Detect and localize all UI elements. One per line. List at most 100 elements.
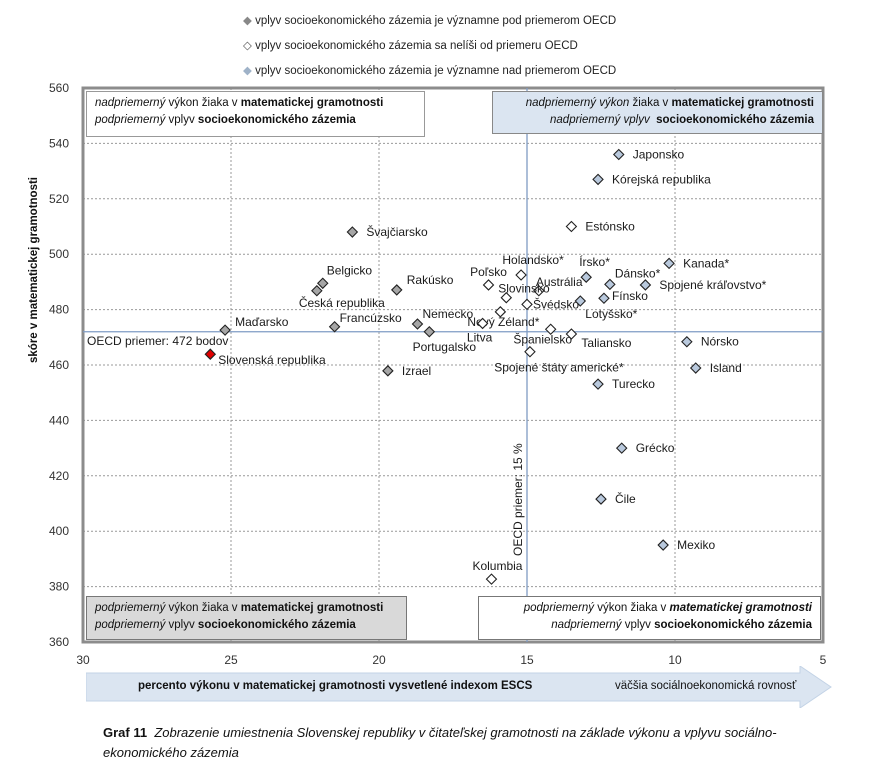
x-tick-label: 30 [76,653,90,667]
data-label: Slovenská republika [218,353,326,367]
data-point [615,442,628,454]
quadrant-bottom-left: podpriemerný výkon žiaka v matematickej … [86,596,407,640]
data-point [485,573,498,585]
data-label: Švajčiarsko [366,224,428,239]
legend-label: vplyv socioekonomického zázemia je význa… [255,65,617,77]
y-tick-label: 460 [49,358,69,372]
y-tick-label: 480 [49,303,69,317]
diamond-icon: ◇ [243,40,252,52]
data-label: Poľsko [470,265,507,279]
data-point [476,317,489,330]
data-point [544,323,557,336]
data-point [592,378,604,390]
data-point [595,493,607,505]
data-point [592,173,604,186]
data-point [533,284,545,297]
figure-caption: Graf 11 Zobrazenie umiestnenia Slovenske… [103,725,777,760]
data-point [521,298,533,311]
data-point [598,292,610,305]
data-point [604,278,616,291]
data-label: Fínsko [612,289,648,303]
legend-item-below: ◆ vplyv socioekonomického zázemia je výz… [243,13,616,27]
arrow-right-text: väčšia sociálnoekonomická rovnosť [615,680,797,692]
data-label: Island [710,361,742,375]
data-point [411,318,424,330]
data-label: Portugalsko [413,340,477,354]
data-point [657,539,669,551]
data-label: Švédsko [533,296,579,311]
data-label: Írsko* [579,254,610,269]
legend-label: vplyv socioekonomického zázemia sa nelíš… [255,40,578,52]
y-tick-label: 520 [49,192,69,206]
data-label: Nórsko [701,335,739,349]
data-point [565,220,578,233]
data-label: Izrael [402,364,431,378]
data-point [482,279,495,291]
data-point [639,279,652,291]
diamond-icon: ◆ [243,65,252,77]
data-label: Maďarsko [235,315,289,329]
data-point [574,295,587,307]
data-point [346,226,359,238]
quadrant-top-right: nadpriemerný výkon žiaka v matematickej … [492,91,823,134]
x-tick-label: 10 [668,653,682,667]
arrow-shape [86,666,832,708]
data-label: Mexiko [677,538,715,552]
y-tick-label: 400 [49,524,69,538]
data-point [311,284,323,297]
legend-item-above: ◆ vplyv socioekonomického zázemia je výz… [243,63,616,77]
data-label: Spojené kráľovstvo* [659,278,766,292]
oecd-mean-y-label: OECD priemer: 472 bodov [87,334,228,348]
y-tick-label: 380 [49,580,69,594]
data-point [565,328,578,340]
x-tick-label: 20 [372,653,386,667]
data-label: Grécko [636,441,675,455]
data-point [689,362,702,374]
data-point [423,325,436,338]
legend-item-same: ◇ vplyv socioekonomického zázemia sa nel… [243,38,578,52]
data-label: Česká republika [299,295,385,310]
data-label: Japonsko [633,147,685,161]
data-point [390,284,403,296]
data-point [494,306,507,318]
axis-arrow: percento výkonu v matematickej gramotnos… [86,666,832,708]
quadrant-top-left: nadpriemerný výkon žiaka v matematickej … [86,91,425,137]
data-label: Francúzsko [340,311,402,325]
data-label: Nový Zéland* [467,315,539,329]
data-point [663,257,675,270]
oecd-mean-x-label: OECD priemer: 15 % [511,443,525,556]
quadrant-bottom-right: podpriemerný výkon žiaka v matematickej … [478,596,821,640]
data-point [204,348,217,360]
x-axis-title: percento výkonu v matematickej gramotnos… [138,680,533,692]
x-tick-label: 15 [520,653,534,667]
y-axis-title: skóre v matematickej gramotnosti [28,177,40,363]
x-tick-label: 25 [224,653,238,667]
data-point [382,365,394,377]
data-label: Austrália [536,275,583,289]
data-point [500,291,513,304]
data-label: Belgicko [327,263,373,277]
data-point [612,148,625,161]
y-tick-label: 360 [49,635,69,649]
data-label: Kolumbia [472,559,522,573]
data-label: Holandsko* [502,253,564,267]
legend-label: vplyv socioekonomického zázemia je význa… [255,15,617,27]
data-label: Taliansko [581,336,631,350]
y-tick-label: 420 [49,469,69,483]
data-label: Nemecko [422,307,473,321]
data-label: Čile [615,491,636,506]
data-label: Španielsko [513,331,572,346]
data-label: Dánsko* [615,266,661,280]
data-label: Rakúsko [407,273,454,287]
data-label: Kórejská republika [612,172,711,186]
y-tick-label: 560 [49,81,69,95]
data-point [515,269,527,281]
plot-frame [81,86,825,644]
diamond-icon: ◆ [243,15,252,27]
data-point [328,320,341,333]
data-label: Kanada* [683,256,729,270]
data-label: Slovinsko [498,282,550,296]
data-point [580,271,592,283]
data-label: Turecko [612,377,655,391]
